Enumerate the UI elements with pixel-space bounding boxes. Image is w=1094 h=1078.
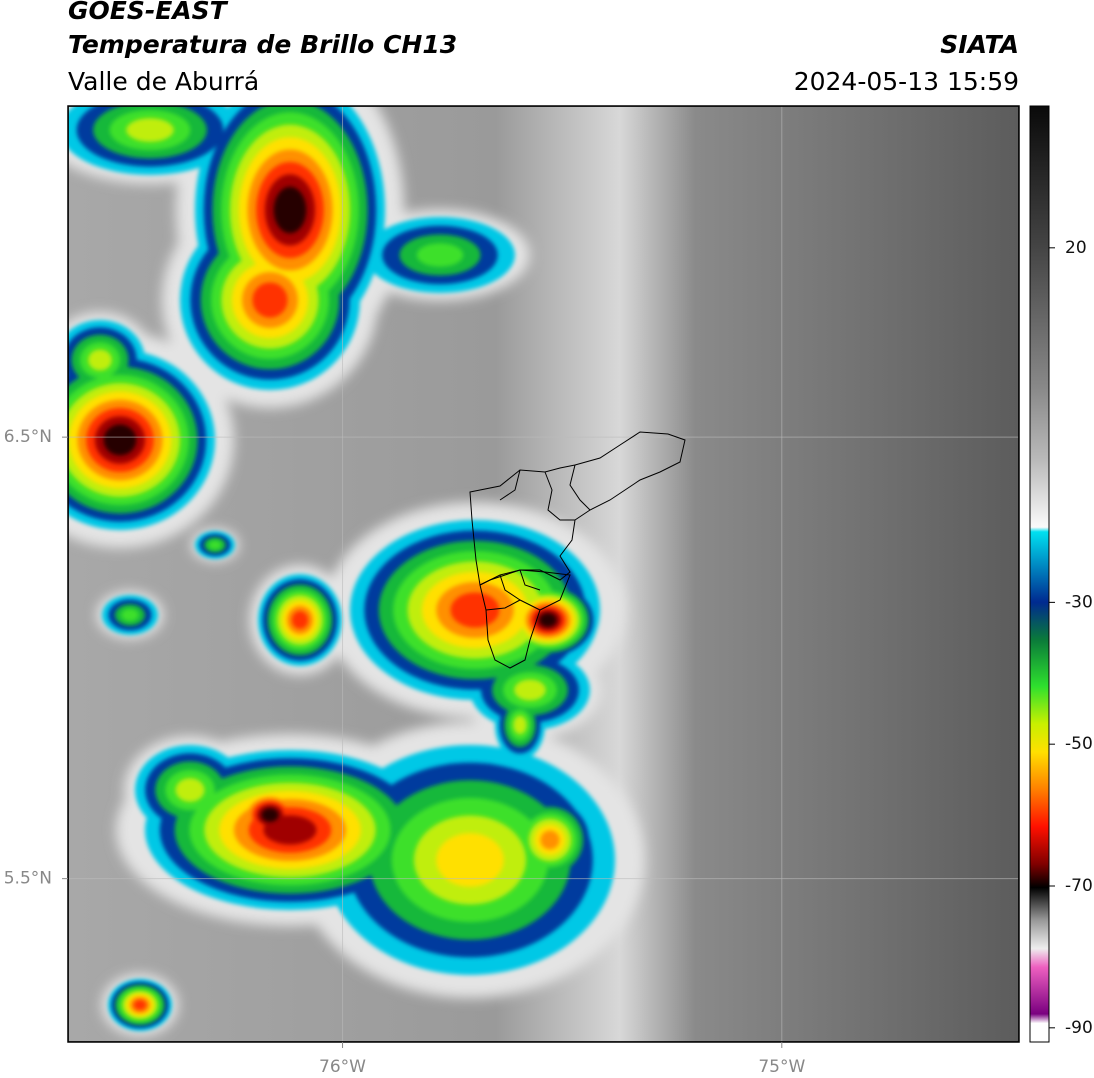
lon-tick-label: 75°W xyxy=(758,1057,805,1077)
cloud-level xyxy=(103,186,557,822)
cloud-cell xyxy=(103,424,137,456)
colorbar xyxy=(1029,105,1050,1043)
municipal-outline xyxy=(469,431,686,669)
cloud-cell xyxy=(539,613,557,627)
lon-tick-label: 76°W xyxy=(319,1057,366,1077)
lat-tick-label: 6.5°N xyxy=(4,427,52,447)
cloud-cell xyxy=(133,999,147,1011)
cloud-cell xyxy=(121,608,139,622)
cloud-cell xyxy=(291,611,309,629)
colorbar-tick-label: -90 xyxy=(1065,1018,1093,1038)
datetime: 2024-05-13 15:59 xyxy=(794,67,1019,96)
source: SIATA xyxy=(940,30,1019,59)
cloud-cell xyxy=(261,808,279,822)
cloud-cell xyxy=(126,118,174,142)
map-border xyxy=(67,105,1020,1043)
cloud-cell xyxy=(208,540,222,550)
colorbar-tick-label: -30 xyxy=(1065,592,1093,612)
cloud-cell xyxy=(252,282,288,318)
cloud-cell xyxy=(514,679,546,701)
grid xyxy=(68,106,1019,1042)
lat-tick-label: 5.5°N xyxy=(4,869,52,889)
clouds xyxy=(68,106,644,1037)
cloud-cell xyxy=(416,243,464,267)
product: Temperatura de Brillo CH13 xyxy=(68,30,457,59)
axes: 6.5°N 5.5°N 76°W 75°W xyxy=(4,427,806,1077)
colorbar-tick-label: 20 xyxy=(1065,238,1087,258)
colorbar-tick-label: -70 xyxy=(1065,876,1093,896)
cloud-cell xyxy=(88,349,112,371)
satellite: GOES-EAST xyxy=(68,0,229,25)
map-image xyxy=(68,106,1019,1042)
cloud-cell xyxy=(540,830,560,850)
colorbar-ticks: 20 -30 -50 -70 -90 xyxy=(1049,238,1093,1038)
cloud-cell xyxy=(450,592,500,628)
cloud-cell xyxy=(273,186,307,234)
colorbar-tick-label: -50 xyxy=(1065,734,1093,754)
region: Valle de Aburrá xyxy=(68,67,259,96)
cloud-cell xyxy=(436,833,504,887)
cloud-cell xyxy=(513,715,527,735)
cloud-cell xyxy=(175,778,205,802)
